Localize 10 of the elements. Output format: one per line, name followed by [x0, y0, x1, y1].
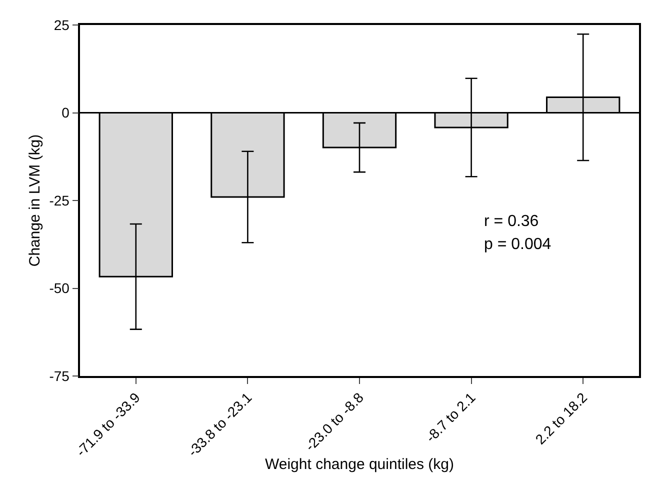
y-tick-label: -25 [49, 192, 70, 208]
y-tick-label: 0 [62, 104, 70, 121]
y-tick-label: -50 [49, 280, 70, 296]
annotation: p = 0.004 [484, 236, 552, 253]
y-tick-label: -75 [49, 368, 70, 384]
x-tick-label: -8.7 to 2.1 [422, 389, 479, 446]
x-axis-title: Weight change quintiles (kg) [265, 456, 454, 474]
y-axis-title: Change in LVM (kg) [26, 134, 44, 267]
y-tick-label: 25 [54, 16, 70, 33]
annotation: r = 0.36 [484, 213, 539, 230]
